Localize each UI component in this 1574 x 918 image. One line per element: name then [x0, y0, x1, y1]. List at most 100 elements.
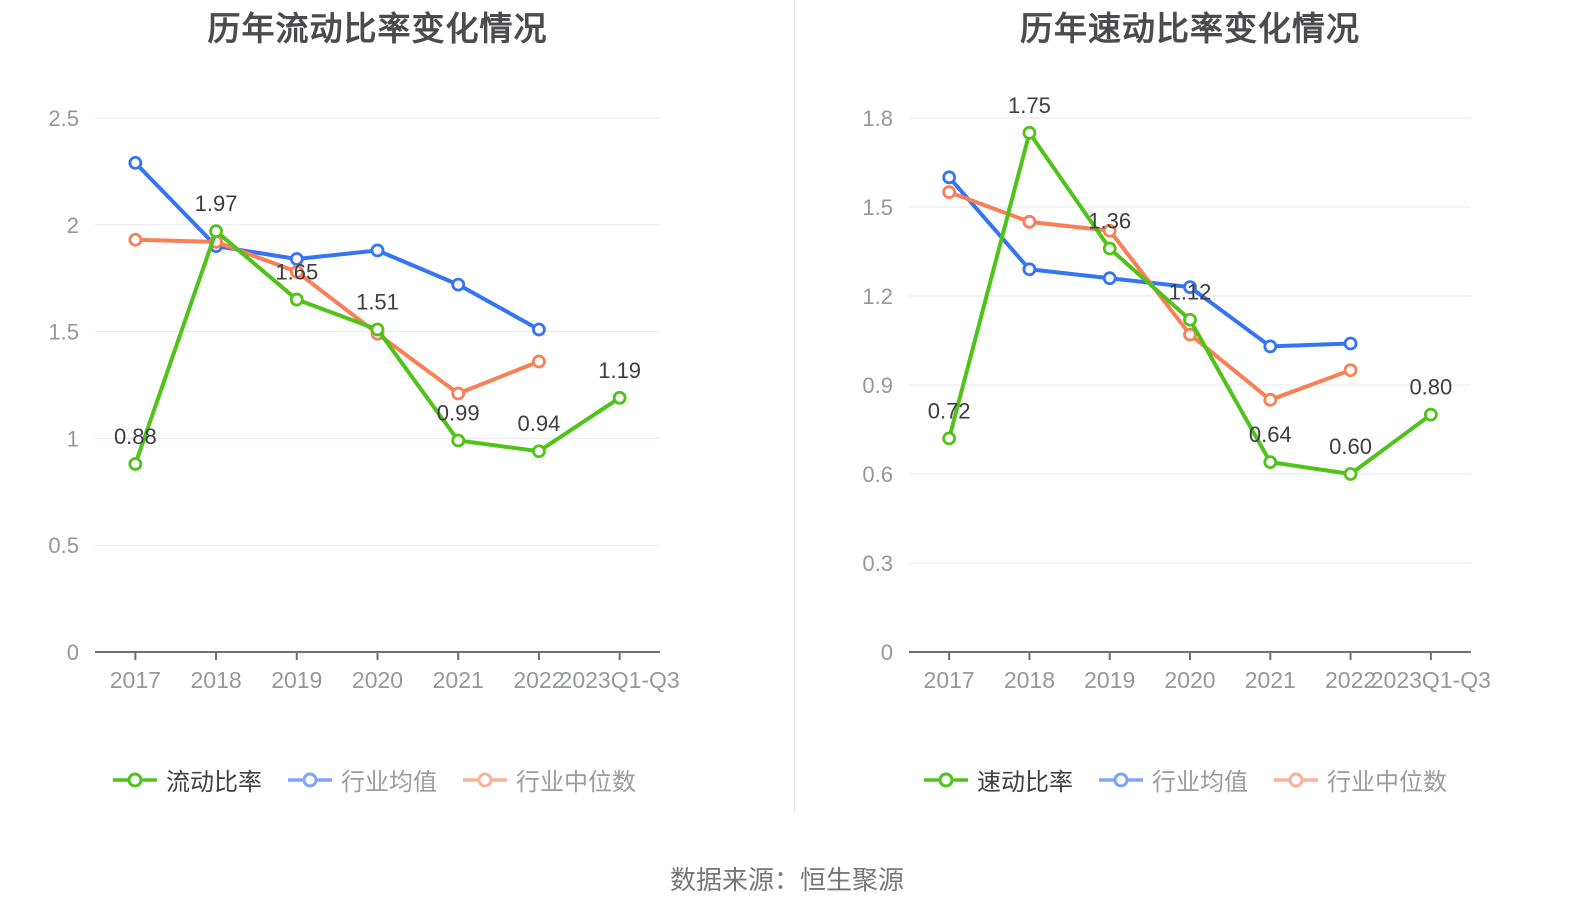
data-label: 0.88: [114, 424, 157, 449]
industry-average-point: [1343, 336, 1358, 351]
legend-label: 行业中位数: [1327, 769, 1447, 796]
industry-average-point: [1102, 271, 1117, 286]
data-label: 1.65: [275, 260, 318, 285]
y-axis-label: 1: [67, 426, 79, 451]
current-ratio-point: [532, 444, 546, 459]
data-label: 1.19: [598, 358, 641, 383]
industry-median-point: [1343, 363, 1358, 378]
x-axis-label: 2020: [1164, 667, 1215, 693]
legend-line-marker-icon: [463, 772, 507, 787]
y-axis-label: 2: [67, 213, 79, 238]
industry-median-point: [1263, 392, 1278, 407]
industry-median-point: [942, 185, 957, 200]
data-label: 0.64: [1249, 422, 1292, 447]
quick-ratio-point: [1102, 241, 1117, 256]
current-ratio-chart-panel: 历年流动比率变化情况 0 0.5 1 1.5 2 2.5 2017 2018 2019 2020 2…: [0, 10, 768, 797]
quick-ratio-chart-panel: 历年速动比率变化情况 0 0.3 0.6 0.9 1.2 1.5 1.8 2017 2018 20…: [787, 0, 1574, 918]
legend-item-quick-ratio[interactable]: 速动比率: [924, 762, 1073, 797]
x-axis-label: 2023Q1-Q3: [1371, 667, 1491, 693]
x-axis-label: 2020: [352, 667, 403, 693]
industry-median-point: [128, 232, 143, 247]
x-axis-label: 2022: [513, 667, 564, 693]
x-axis-label: 2018: [1004, 667, 1055, 693]
industry-average-point: [1022, 262, 1037, 277]
x-axis-label: 2023Q1-Q3: [560, 667, 680, 693]
y-axis-label: 0.9: [862, 373, 893, 398]
industry-average-point: [1263, 339, 1278, 354]
legend-line-marker-icon: [288, 772, 332, 787]
data-label: 0.60: [1329, 434, 1372, 459]
data-label: 0.94: [518, 411, 561, 436]
industry-average-point: [532, 322, 546, 337]
industry-average-point: [289, 252, 304, 266]
x-axis-label: 2017: [924, 667, 975, 693]
legend-line-marker-icon: [1099, 772, 1143, 787]
y-axis-label: 1.8: [862, 106, 893, 131]
x-axis-label: 2019: [1084, 667, 1135, 693]
legend-line-marker-icon: [113, 772, 157, 787]
chart-title-quick-ratio: 历年速动比率变化情况: [1020, 10, 1360, 47]
data-label: 1.51: [356, 289, 399, 314]
legend-line-marker-icon: [1274, 772, 1318, 787]
current-ratio-line-chart: 0 0.5 1 1.5 2 2.5 2017 2018 2019 2020 2021 20222023…: [48, 106, 680, 693]
legend-label: 流动比率: [166, 769, 262, 796]
y-axis-label: 0.3: [862, 551, 893, 576]
legend-line-marker-icon: [924, 772, 968, 787]
data-source-note: 数据来源：恒生聚源: [669, 865, 904, 895]
industry-average-point: [451, 277, 466, 292]
current-ratio-point: [370, 322, 385, 337]
legend-item-industry-median[interactable]: 行业中位数: [1274, 762, 1447, 797]
y-axis-label: 1.5: [48, 320, 79, 345]
quick-ratio-point: [1022, 125, 1037, 140]
quick-ratio-point: [942, 431, 957, 446]
current-ratio-point: [451, 433, 466, 448]
x-axis-label: 2021: [1245, 667, 1296, 693]
quick-ratio-point: [1263, 455, 1278, 470]
legend-label: 行业中位数: [516, 769, 636, 796]
data-label: 0.99: [437, 401, 480, 426]
data-label: 1.75: [1008, 93, 1051, 118]
quick-ratio-point: [1183, 312, 1197, 327]
y-axis-label: 0: [881, 640, 893, 665]
chart-title-current-ratio: 历年流动比率变化情况: [207, 10, 548, 47]
data-label: 0.80: [1409, 375, 1452, 400]
y-axis-label: 2.5: [48, 106, 79, 131]
y-axis-label: 0.6: [862, 462, 893, 487]
current-ratio-point: [209, 224, 223, 239]
industry-median-point: [1102, 223, 1117, 238]
data-label: 1.12: [1169, 280, 1212, 305]
legend-item-industry-median[interactable]: 行业中位数: [463, 762, 636, 797]
industry-average-point: [370, 243, 385, 258]
industry-median-point: [451, 386, 466, 401]
industry-average-point: [1183, 280, 1197, 295]
quick-ratio-line-chart: 0 0.3 0.6 0.9 1.2 1.5 1.8 2017 2018 2019 2020 2021 2…: [862, 93, 1491, 693]
x-axis-label: 2017: [110, 667, 161, 693]
industry-average-point: [128, 155, 143, 170]
legend-label: 速动比率: [977, 769, 1073, 796]
legend-quick-ratio: 速动比率 行业均值 行业中位数: [792, 762, 1574, 797]
x-axis-label: 2019: [271, 667, 322, 693]
legend-item-industry-average[interactable]: 行业均值: [1099, 762, 1248, 797]
industry-median-point: [289, 264, 304, 279]
industry-average-point: [942, 170, 957, 185]
current-ratio-point: [128, 457, 143, 471]
industry-median-point: [1183, 327, 1197, 342]
y-axis-label: 1.5: [862, 195, 893, 220]
data-label: 1.97: [195, 191, 238, 216]
current-ratio-point: [289, 292, 304, 307]
current-ratio-point: [612, 390, 627, 405]
data-label: 1.36: [1088, 209, 1131, 234]
industry-median-point: [1022, 214, 1037, 229]
legend-item-industry-average[interactable]: 行业均值: [288, 762, 437, 797]
data-label: 0.72: [928, 398, 971, 423]
legend-label: 行业均值: [341, 769, 437, 796]
panel-divider: [794, 0, 795, 812]
legend-item-current-ratio[interactable]: 流动比率: [113, 762, 262, 797]
quick-ratio-point: [1423, 407, 1438, 422]
legend-current-ratio: 流动比率 行业均值 行业中位数: [0, 762, 768, 797]
legend-label: 行业均值: [1152, 769, 1248, 796]
series-line-industry-median: [133, 237, 541, 396]
x-axis-label: 2022: [1325, 667, 1376, 693]
series-line-industry-average: [133, 160, 541, 332]
